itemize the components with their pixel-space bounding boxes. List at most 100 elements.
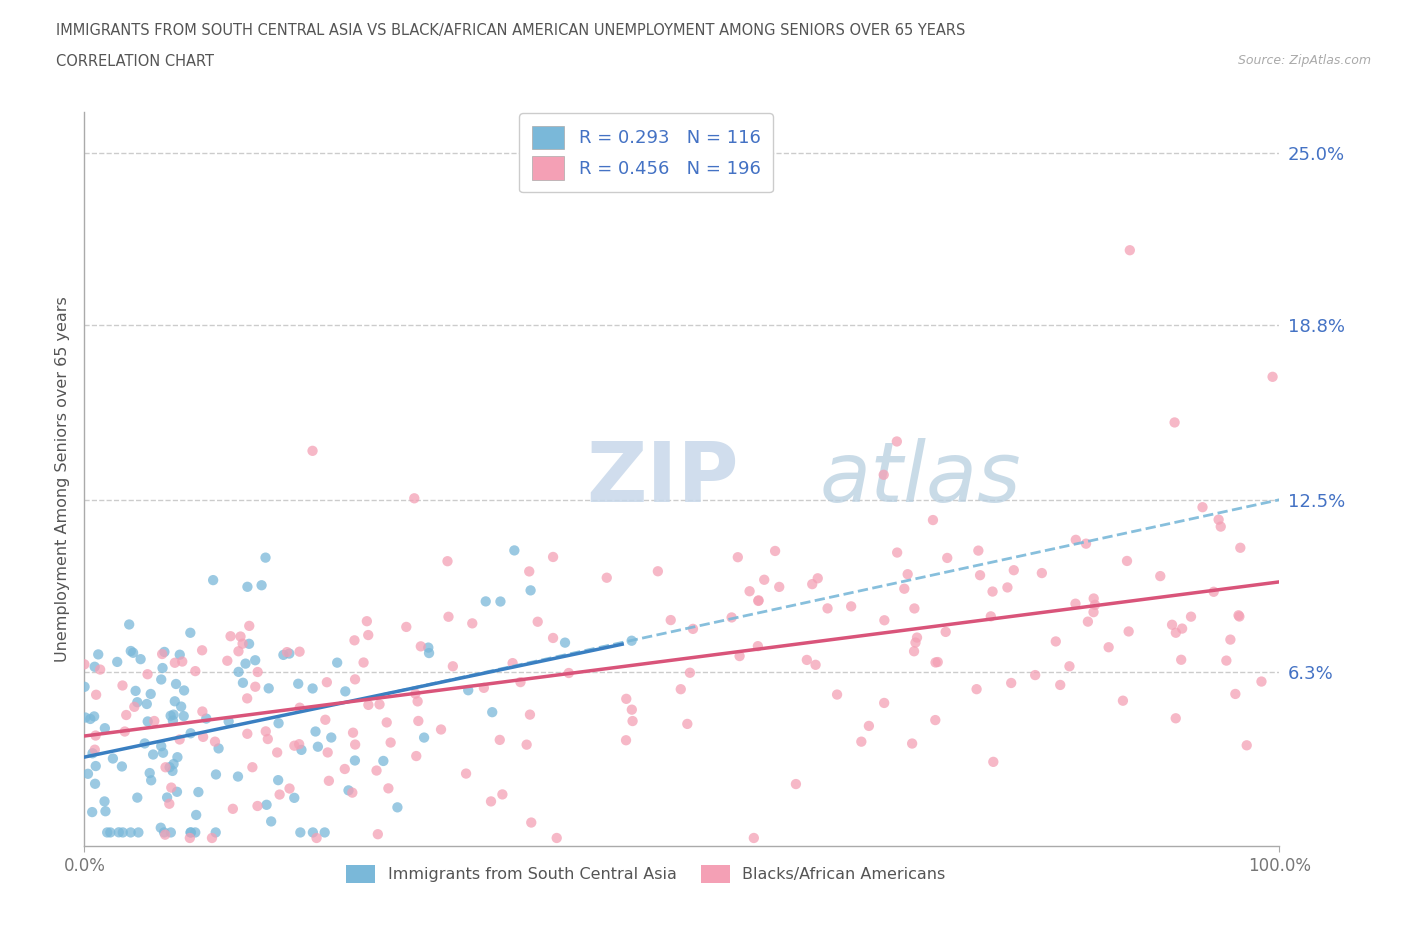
Point (1031, 565, 1053, 580)
Point (1059, 658, 1081, 673)
Point (304, 724, 326, 739)
Point (903, 644, 925, 658)
Point (180, 825, 202, 840)
Point (143, 713, 166, 728)
Point (75, 711, 97, 725)
Point (94, 721, 117, 736)
Point (162, 713, 184, 728)
Point (541, 550, 564, 565)
Point (186, 807, 208, 822)
Point (82, 804, 104, 819)
Point (153, 828, 176, 843)
Point (101, 751, 124, 766)
Point (127, 790, 149, 805)
Point (124, 699, 146, 714)
Point (1049, 677, 1071, 692)
Point (79, 711, 101, 726)
Point (1002, 563, 1025, 578)
Point (367, 827, 389, 842)
Point (1227, 609, 1250, 624)
Point (163, 656, 186, 671)
Point (1164, 711, 1187, 725)
Point (1219, 632, 1241, 647)
Point (195, 711, 218, 726)
Point (1161, 618, 1184, 632)
Point (408, 713, 430, 728)
Point (1250, 674, 1272, 689)
Point (266, 745, 288, 760)
Point (184, 825, 207, 840)
Point (159, 709, 181, 724)
Point (904, 635, 927, 650)
Point (509, 674, 531, 689)
Point (301, 681, 323, 696)
Point (747, 639, 769, 654)
Point (138, 765, 160, 780)
Point (935, 624, 957, 639)
Point (1083, 604, 1105, 619)
Point (1164, 625, 1187, 640)
Point (1261, 369, 1284, 384)
Point (873, 468, 896, 483)
Point (236, 691, 259, 706)
Point (238, 618, 260, 633)
Point (173, 709, 195, 724)
Point (160, 780, 183, 795)
Point (893, 581, 915, 596)
Point (614, 691, 637, 706)
Point (278, 781, 301, 796)
Point (851, 734, 873, 749)
Point (120, 825, 142, 840)
Point (136, 667, 159, 682)
Point (406, 694, 429, 709)
Point (273, 647, 295, 662)
Point (997, 580, 1019, 595)
Point (728, 648, 751, 663)
Point (927, 655, 949, 670)
Point (254, 724, 277, 738)
Point (754, 572, 776, 587)
Point (519, 707, 541, 722)
Point (474, 594, 496, 609)
Point (191, 643, 214, 658)
Point (169, 647, 191, 662)
Point (682, 621, 704, 636)
Point (342, 725, 364, 740)
Point (73, 657, 96, 671)
Point (373, 753, 395, 768)
Point (437, 609, 460, 624)
Point (150, 738, 173, 753)
Point (142, 747, 165, 762)
Point (488, 733, 510, 748)
Point (163, 694, 186, 709)
Point (232, 675, 254, 690)
Point (98, 825, 121, 840)
Point (124, 684, 146, 698)
Point (73, 679, 96, 694)
Point (1202, 584, 1225, 599)
Point (107, 825, 129, 840)
Point (647, 564, 669, 578)
Point (205, 767, 228, 782)
Point (160, 825, 183, 840)
Point (245, 653, 267, 668)
Point (558, 666, 581, 681)
Point (254, 551, 277, 565)
Point (260, 814, 283, 829)
Point (409, 639, 432, 654)
Point (288, 700, 311, 715)
Point (165, 676, 187, 691)
Point (228, 664, 250, 679)
Point (620, 633, 643, 648)
Point (404, 686, 426, 701)
Point (122, 645, 145, 660)
Point (118, 617, 141, 631)
Point (149, 820, 172, 835)
Point (105, 655, 128, 670)
Text: CORRELATION CHART: CORRELATION CHART (56, 54, 214, 69)
Point (738, 584, 761, 599)
Point (1191, 499, 1213, 514)
Point (238, 636, 260, 651)
Point (679, 665, 702, 680)
Point (430, 722, 453, 737)
